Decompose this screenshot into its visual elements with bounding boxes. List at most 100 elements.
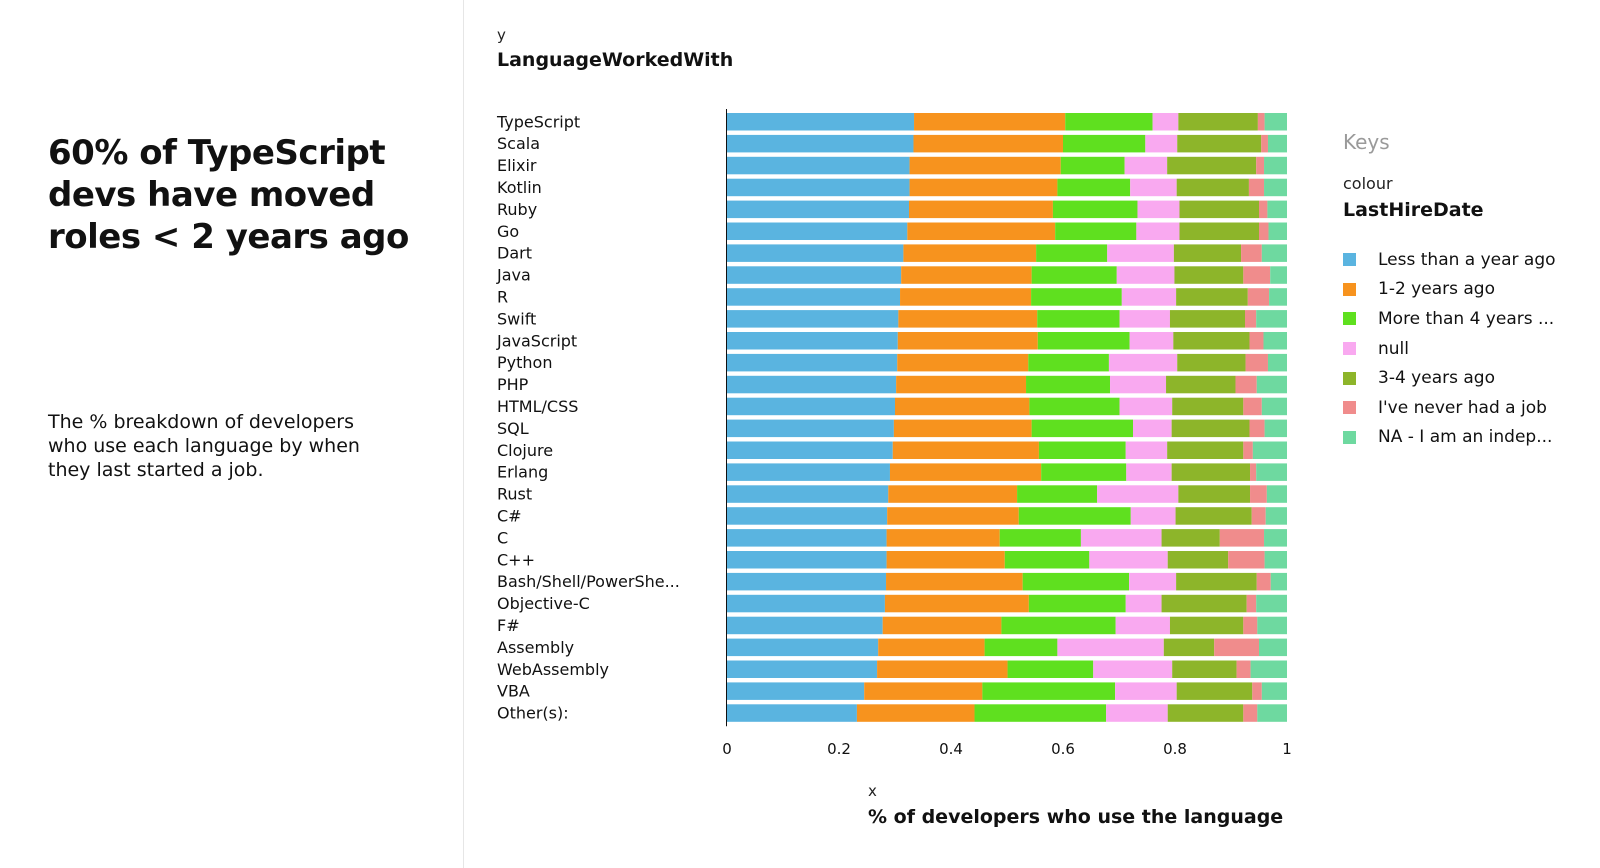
bar-segment-javascript-s1	[897, 332, 1038, 350]
bar-segment-dart-s6	[1261, 244, 1287, 262]
bar-segment-dart-s1	[903, 244, 1037, 262]
bar-segment-rust-s0	[727, 485, 889, 503]
bar-segment-assembly-s2	[984, 638, 1058, 657]
bar-segment-assembly-s0	[727, 638, 879, 657]
bar-segment-erlang-s1	[889, 463, 1042, 481]
bar-segment-c-s0	[727, 507, 888, 525]
bar-segment-kotlin-s5	[1248, 178, 1265, 197]
bar-segment-scala-s4	[1177, 134, 1262, 153]
bar-segment-clojure-s6	[1252, 441, 1287, 459]
bar-segment-other-s-s3	[1106, 704, 1168, 722]
bar-segment-javascript-s3	[1129, 332, 1174, 350]
bar-segment-clojure-s4	[1167, 441, 1244, 459]
legend-item-6[interactable]: NA - I am an indep...	[1343, 423, 1593, 453]
bar-segment-javascript-s5	[1249, 332, 1264, 350]
x-axis-tag: x	[868, 782, 877, 800]
bar-segment-objective-c-s1	[884, 594, 1029, 613]
x-tick-label-1: 1	[1282, 740, 1292, 758]
bar-segment-webassembly-s0	[727, 660, 878, 678]
bar-segment-html-css-s6	[1261, 397, 1287, 416]
bar-segment-typescript-s3	[1152, 113, 1179, 131]
bar-segment-c-s2	[1018, 507, 1131, 525]
bar-segment-objective-c-s0	[727, 594, 885, 613]
bar-segment-c-s1	[886, 551, 1005, 569]
bar-segment-rust-s4	[1178, 485, 1251, 503]
category-label-ruby: Ruby	[497, 200, 537, 219]
bar-segment-other-s-s6	[1257, 704, 1287, 722]
bar-segment-python-s1	[897, 353, 1029, 372]
bar-segment-assembly-s1	[878, 638, 985, 657]
bar-segment-webassembly-s4	[1172, 660, 1237, 678]
bar-segment-objective-c-s6	[1256, 594, 1287, 613]
bar-segment-go-s3	[1136, 222, 1180, 240]
bar-segment-clojure-s0	[727, 441, 893, 459]
bar-segment-typescript-s4	[1178, 113, 1258, 131]
bar-segment-r-s0	[727, 288, 901, 306]
bar-segment-other-s-s4	[1167, 704, 1244, 722]
bar-segment-typescript-s6	[1264, 113, 1287, 131]
legend-swatch	[1343, 342, 1356, 356]
bar-segment-c-s0	[727, 551, 887, 569]
bar-segment-swift-s4	[1169, 310, 1245, 328]
bar-segment-scala-s1	[913, 134, 1063, 153]
bar-segment-webassembly-s3	[1093, 660, 1173, 678]
legend-label: More than 4 years ...	[1378, 308, 1555, 329]
bar-segment-python-s2	[1028, 353, 1109, 372]
category-label-f: F#	[497, 616, 520, 635]
bar-segment-c-s2	[999, 529, 1081, 547]
bar-segment-html-css-s4	[1172, 397, 1244, 416]
bar-segment-scala-s5	[1261, 134, 1268, 153]
bar-segment-clojure-s1	[892, 441, 1039, 459]
legend-items: Less than a year ago 1-2 years ago More th…	[1343, 245, 1593, 452]
bar-segment-go-s1	[907, 222, 1056, 240]
bar-segment-c-s5	[1251, 507, 1266, 525]
bar-segment-scala-s0	[727, 134, 914, 153]
legend-swatch	[1343, 253, 1356, 267]
legend-item-1[interactable]: 1-2 years ago	[1343, 275, 1593, 305]
category-label-c: C++	[497, 550, 535, 569]
legend-item-2[interactable]: More than 4 years ...	[1343, 304, 1593, 334]
legend-item-4[interactable]: 3-4 years ago	[1343, 363, 1593, 393]
legend-item-0[interactable]: Less than a year ago	[1343, 245, 1593, 275]
bar-segment-swift-s6	[1256, 310, 1287, 328]
bar-segment-swift-s0	[727, 310, 899, 328]
legend-item-3[interactable]: null	[1343, 334, 1593, 364]
bar-segment-kotlin-s1	[909, 178, 1058, 197]
category-label-php: PHP	[497, 375, 529, 394]
legend-item-5[interactable]: I've never had a job	[1343, 393, 1593, 423]
bar-segment-clojure-s2	[1038, 441, 1126, 459]
bar-segment-assembly-s6	[1259, 638, 1287, 657]
category-label-swift: Swift	[497, 309, 536, 328]
legend-swatch	[1343, 401, 1356, 415]
bar-segment-sql-s0	[727, 419, 894, 438]
category-label-scala: Scala	[497, 134, 540, 153]
bar-segment-objective-c-s2	[1028, 594, 1126, 613]
bar-segment-vba-s4	[1176, 682, 1253, 700]
bar-segment-swift-s3	[1119, 310, 1170, 328]
bar-segment-java-s1	[901, 266, 1032, 284]
bar-segment-clojure-s3	[1125, 441, 1168, 459]
bar-segment-swift-s5	[1245, 310, 1257, 328]
bar-segment-kotlin-s4	[1176, 178, 1249, 197]
bar-segment-java-s0	[727, 266, 902, 284]
category-label-typescript: TypeScript	[496, 112, 580, 131]
bar-segment-c-s6	[1265, 507, 1287, 525]
bar-segment-r-s1	[900, 288, 1032, 306]
bar-segment-vba-s3	[1115, 682, 1177, 700]
bar-segment-python-s4	[1177, 353, 1246, 372]
bar-segment-php-s2	[1026, 375, 1111, 394]
legend-swatch	[1343, 371, 1356, 385]
bar-segment-sql-s5	[1249, 419, 1265, 438]
bar-segment-f-s6	[1257, 616, 1287, 635]
bar-segment-erlang-s0	[727, 463, 890, 481]
bar-segment-html-css-s0	[727, 397, 895, 416]
bar-segment-go-s4	[1179, 222, 1259, 240]
x-tick-label-0-8: 0.8	[1163, 740, 1187, 758]
bar-segment-objective-c-s4	[1161, 594, 1247, 613]
bar-segment-bash-shell-powershe-s1	[886, 572, 1023, 591]
x-tick-label-0-2: 0.2	[827, 740, 851, 758]
bar-segment-objective-c-s5	[1246, 594, 1257, 613]
legend-subtitle: colour	[1343, 174, 1393, 193]
bar-segment-html-css-s3	[1119, 397, 1173, 416]
bar-segment-vba-s1	[864, 682, 983, 700]
